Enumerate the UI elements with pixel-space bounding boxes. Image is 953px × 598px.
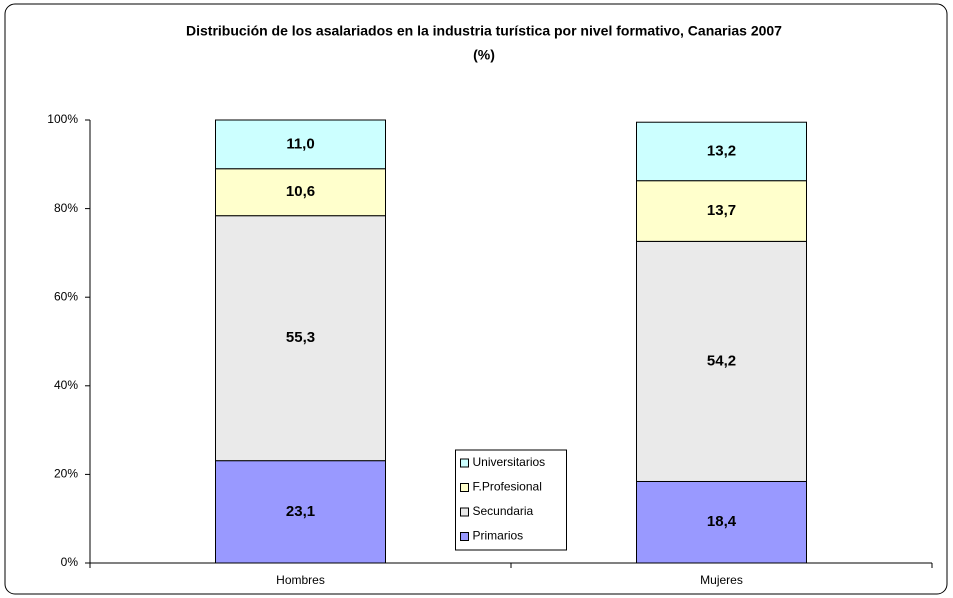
y-tick-label: 80% — [54, 201, 78, 215]
legend-swatch — [460, 458, 469, 468]
bar-segment — [215, 168, 386, 217]
data-label: 13,2 — [707, 142, 736, 159]
legend-swatch — [460, 507, 469, 517]
data-label: 55,3 — [286, 329, 315, 346]
data-label: 10,6 — [286, 183, 315, 200]
bar-segment — [215, 119, 386, 170]
y-tick-label: 20% — [54, 467, 78, 481]
legend-label: Primarios — [473, 529, 524, 543]
y-tick-label: 60% — [54, 289, 78, 303]
bar-segment — [215, 460, 386, 564]
data-label: 13,7 — [707, 202, 736, 219]
legend-swatch — [460, 532, 469, 541]
bar-segment — [215, 215, 386, 462]
y-tick-label: 100% — [47, 112, 78, 126]
y-tick-label: 40% — [54, 378, 78, 392]
data-label: 23,1 — [286, 503, 315, 520]
legend-label: Secundaria — [473, 504, 534, 518]
x-tick-label: Hombres — [276, 573, 325, 587]
bar-segment — [636, 240, 807, 482]
legend-label: Universitarios — [473, 455, 546, 469]
data-label: 54,2 — [707, 352, 736, 369]
legend-box — [455, 449, 567, 551]
chart-subtitle: (%) — [473, 47, 495, 63]
bar-segment — [636, 480, 807, 564]
legend-label: F.Profesional — [473, 480, 542, 494]
legend-swatch — [460, 483, 469, 492]
y-tick-label: 0% — [61, 555, 79, 569]
x-tick-label: Mujeres — [700, 573, 743, 587]
bar-segment — [636, 121, 807, 182]
data-label: 18,4 — [707, 513, 737, 530]
bar-segment — [636, 180, 807, 242]
chart-title: Distribución de los asalariados en la in… — [186, 23, 782, 39]
data-label: 11,0 — [286, 135, 314, 152]
